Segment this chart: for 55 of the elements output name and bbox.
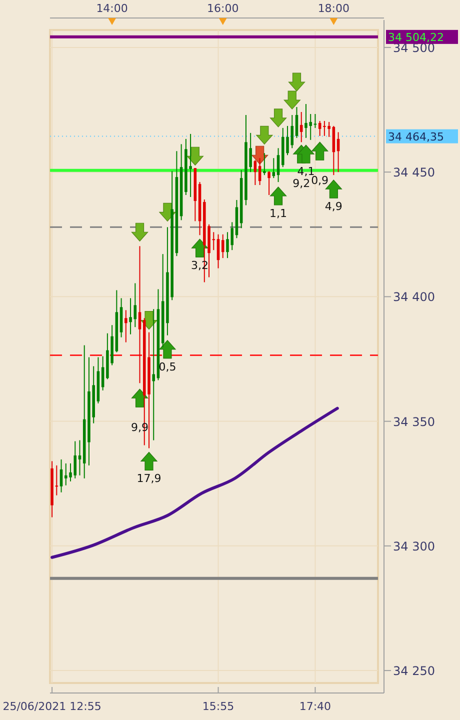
candlestick <box>318 120 322 136</box>
candlestick <box>129 298 132 335</box>
ref-line-label: 34 504,22 <box>388 30 444 44</box>
y-tick-label: 34 400 <box>393 290 435 304</box>
candlestick <box>295 106 298 138</box>
y-tick-label: 34 250 <box>393 664 435 678</box>
candlestick <box>138 246 142 384</box>
candlestick <box>216 234 220 269</box>
x2-tick-label: 14:00 <box>96 2 128 15</box>
candlestick <box>60 458 63 493</box>
candlestick <box>272 158 276 179</box>
point <box>159 340 176 359</box>
point <box>284 90 300 110</box>
annotation: 0,5 <box>158 360 176 374</box>
x2-tick-label: 16:00 <box>207 2 239 15</box>
point <box>270 186 287 206</box>
point <box>140 452 158 470</box>
y-tick-label: 34 300 <box>393 539 435 554</box>
candlestick <box>124 310 128 343</box>
candlestick <box>314 113 317 128</box>
ref-line-label: 34 464,35 <box>388 130 444 144</box>
candlestick <box>55 464 58 496</box>
y-tick-label: 34 350 <box>393 414 435 429</box>
annotation: 0,9 <box>311 174 329 188</box>
candlestick <box>134 282 137 328</box>
point <box>186 146 204 166</box>
candlestick <box>221 234 224 259</box>
candlestick <box>268 170 270 196</box>
annotation: 4,9 <box>324 200 342 214</box>
line-series <box>50 406 339 559</box>
point <box>288 72 306 92</box>
candlestick <box>276 148 280 183</box>
x2-tick-label: 18:00 <box>318 2 350 15</box>
point <box>252 146 268 164</box>
point <box>191 238 208 258</box>
x-tick-label: 15:55 <box>202 700 234 713</box>
point <box>256 126 273 144</box>
point <box>131 388 148 408</box>
candlestick <box>263 152 266 176</box>
point <box>298 144 314 164</box>
candlestick <box>254 160 257 186</box>
candlestick <box>258 158 262 186</box>
x-tick-label: 25/06/2021 12:55 <box>2 700 102 713</box>
x-tick-label: 17:40 <box>299 700 332 713</box>
candlestick <box>78 440 82 476</box>
candlestick <box>152 308 155 441</box>
candlestick <box>101 356 104 391</box>
candlestick <box>300 112 303 143</box>
annotation: 9,2 <box>292 177 310 190</box>
point <box>270 108 287 128</box>
point <box>131 222 148 242</box>
y-tick-label: 34 450 <box>393 166 435 180</box>
annotation: 17,9 <box>136 472 162 486</box>
annotation: 1,1 <box>270 206 288 220</box>
point <box>312 142 328 160</box>
